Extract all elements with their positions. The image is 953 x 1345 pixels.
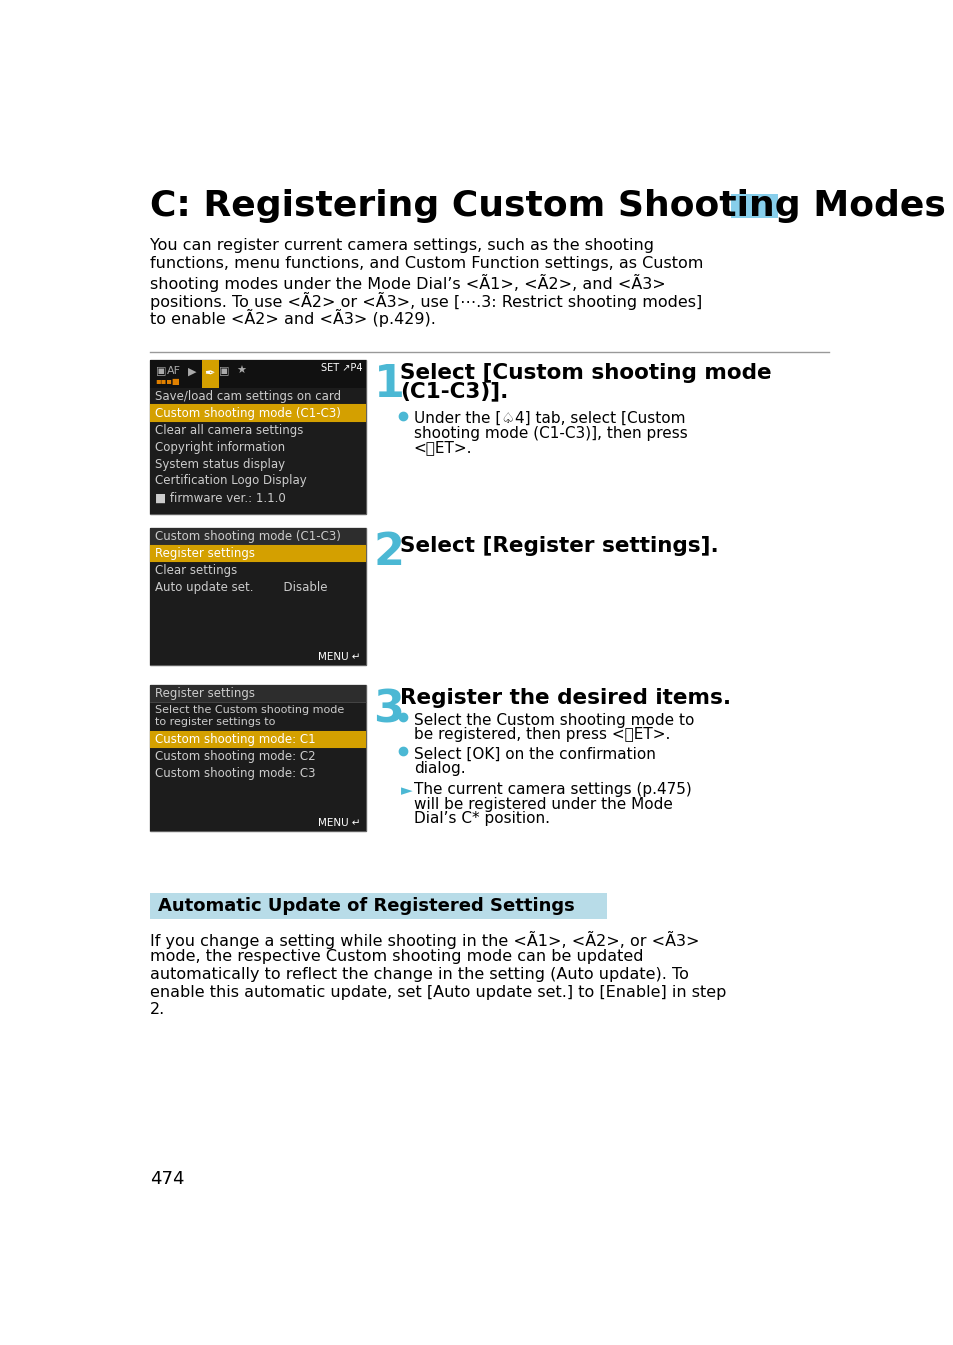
- Text: ►: ►: [401, 784, 413, 799]
- Text: be registered, then press <ⓈET>.: be registered, then press <ⓈET>.: [414, 728, 669, 742]
- Bar: [150, 578, 365, 596]
- Text: System status display: System status display: [154, 457, 285, 471]
- Bar: [150, 360, 365, 387]
- Bar: [150, 422, 365, 438]
- Text: Register the desired items.: Register the desired items.: [399, 689, 730, 707]
- Bar: [151, 405, 365, 421]
- Text: Custom shooting mode: C2: Custom shooting mode: C2: [154, 751, 315, 763]
- Text: Register settings: Register settings: [154, 687, 254, 699]
- Bar: [150, 748, 365, 765]
- Text: Select [Register settings].: Select [Register settings].: [399, 535, 718, 555]
- Text: AF: AF: [167, 366, 181, 377]
- Text: Copyright information: Copyright information: [154, 441, 285, 453]
- Bar: [150, 360, 365, 514]
- Text: will be registered under the Mode: will be registered under the Mode: [414, 796, 672, 811]
- Bar: [151, 732, 365, 748]
- Text: automatically to reflect the change in the setting (Auto update). To: automatically to reflect the change in t…: [150, 967, 688, 982]
- Bar: [150, 456, 365, 472]
- Text: ★: ★: [236, 366, 247, 377]
- Bar: [150, 596, 365, 664]
- Bar: [150, 781, 365, 831]
- Text: Select [Custom shooting mode: Select [Custom shooting mode: [399, 363, 771, 383]
- Text: shooting modes under the Mode Dial’s <Ã1>, <Ã2>, and <Ã3>: shooting modes under the Mode Dial’s <Ã1…: [150, 274, 665, 292]
- Text: Custom shooting mode (C1-C3): Custom shooting mode (C1-C3): [154, 530, 340, 543]
- Text: Auto update set.        Disable: Auto update set. Disable: [154, 581, 327, 593]
- Text: C: Registering Custom Shooting Modes: C: Registering Custom Shooting Modes: [150, 190, 945, 223]
- Text: ■ firmware ver.: 1.1.0: ■ firmware ver.: 1.1.0: [154, 491, 285, 504]
- Text: positions. To use <Ã2> or <Ã3>, use [⋯.3: Restrict shooting modes]: positions. To use <Ã2> or <Ã3>, use [⋯.3…: [150, 292, 701, 309]
- Text: to enable <Ã2> and <Ã3> (p.429).: to enable <Ã2> and <Ã3> (p.429).: [150, 309, 436, 327]
- Bar: [150, 506, 365, 514]
- Text: Save/load cam settings on card: Save/load cam settings on card: [154, 390, 340, 402]
- Text: dialog.: dialog.: [414, 761, 465, 776]
- Text: ▶: ▶: [188, 366, 196, 377]
- Text: (C1-C3)].: (C1-C3)].: [399, 382, 508, 402]
- Bar: [150, 529, 365, 545]
- Bar: [150, 405, 365, 422]
- Bar: [150, 732, 365, 748]
- Text: If you change a setting while shooting in the <Ã1>, <Ã2>, or <Ã3>: If you change a setting while shooting i…: [150, 931, 699, 950]
- Text: Clear all camera settings: Clear all camera settings: [154, 424, 303, 437]
- Bar: [150, 702, 365, 732]
- Text: shooting mode (C1-C3)], then press: shooting mode (C1-C3)], then press: [414, 425, 687, 441]
- Bar: [150, 545, 365, 562]
- Text: MENU ↵: MENU ↵: [318, 818, 360, 829]
- Bar: [150, 685, 365, 831]
- Bar: [150, 472, 365, 490]
- Text: Clear settings: Clear settings: [154, 564, 237, 577]
- Text: SET ↗P4: SET ↗P4: [321, 363, 362, 373]
- Bar: [150, 685, 365, 702]
- Text: 2: 2: [373, 531, 404, 574]
- Text: Certification Logo Display: Certification Logo Display: [154, 475, 306, 487]
- Text: MENU ↵: MENU ↵: [318, 652, 360, 662]
- Text: 474: 474: [150, 1170, 185, 1188]
- Text: Custom shooting mode: C1: Custom shooting mode: C1: [154, 733, 315, 746]
- Text: ▣: ▣: [219, 366, 230, 377]
- Text: Custom shooting mode: C3: Custom shooting mode: C3: [154, 767, 315, 780]
- Text: ✒: ✒: [204, 367, 214, 381]
- Text: ▪▪▪■: ▪▪▪■: [154, 377, 179, 386]
- Text: Custom shooting mode (C1-C3): Custom shooting mode (C1-C3): [154, 406, 340, 420]
- Text: ▣: ▣: [155, 366, 166, 377]
- Bar: [150, 893, 607, 919]
- Text: functions, menu functions, and Custom Function settings, as Custom: functions, menu functions, and Custom Fu…: [150, 256, 703, 272]
- Text: mode, the respective Custom shooting mode can be updated: mode, the respective Custom shooting mod…: [150, 950, 643, 964]
- Bar: [202, 360, 219, 387]
- Text: Dial’s C* position.: Dial’s C* position.: [414, 811, 549, 826]
- Text: Select the Custom shooting mode: Select the Custom shooting mode: [154, 705, 344, 716]
- Text: Automatic Update of Registered Settings: Automatic Update of Registered Settings: [158, 897, 574, 915]
- Bar: [731, 194, 778, 218]
- Bar: [150, 529, 365, 664]
- Bar: [150, 765, 365, 781]
- Text: enable this automatic update, set [Auto update set.] to [Enable] in step: enable this automatic update, set [Auto …: [150, 985, 726, 999]
- Text: 2.: 2.: [150, 1002, 165, 1017]
- Bar: [150, 438, 365, 456]
- Text: Register settings: Register settings: [154, 547, 254, 560]
- Text: <ⓈET>.: <ⓈET>.: [414, 440, 472, 455]
- Bar: [150, 387, 365, 405]
- Text: Select the Custom shooting mode to: Select the Custom shooting mode to: [414, 713, 694, 728]
- Bar: [150, 562, 365, 578]
- Bar: [150, 490, 365, 506]
- Bar: [151, 546, 365, 561]
- Text: Under the [♤4] tab, select [Custom: Under the [♤4] tab, select [Custom: [414, 410, 684, 426]
- Text: 1: 1: [373, 363, 404, 406]
- Text: to register settings to: to register settings to: [154, 717, 275, 728]
- Text: You can register current camera settings, such as the shooting: You can register current camera settings…: [150, 238, 654, 253]
- Text: Select [OK] on the confirmation: Select [OK] on the confirmation: [414, 746, 655, 761]
- Text: 3: 3: [373, 689, 404, 732]
- Text: The current camera settings (p.475): The current camera settings (p.475): [414, 781, 691, 798]
